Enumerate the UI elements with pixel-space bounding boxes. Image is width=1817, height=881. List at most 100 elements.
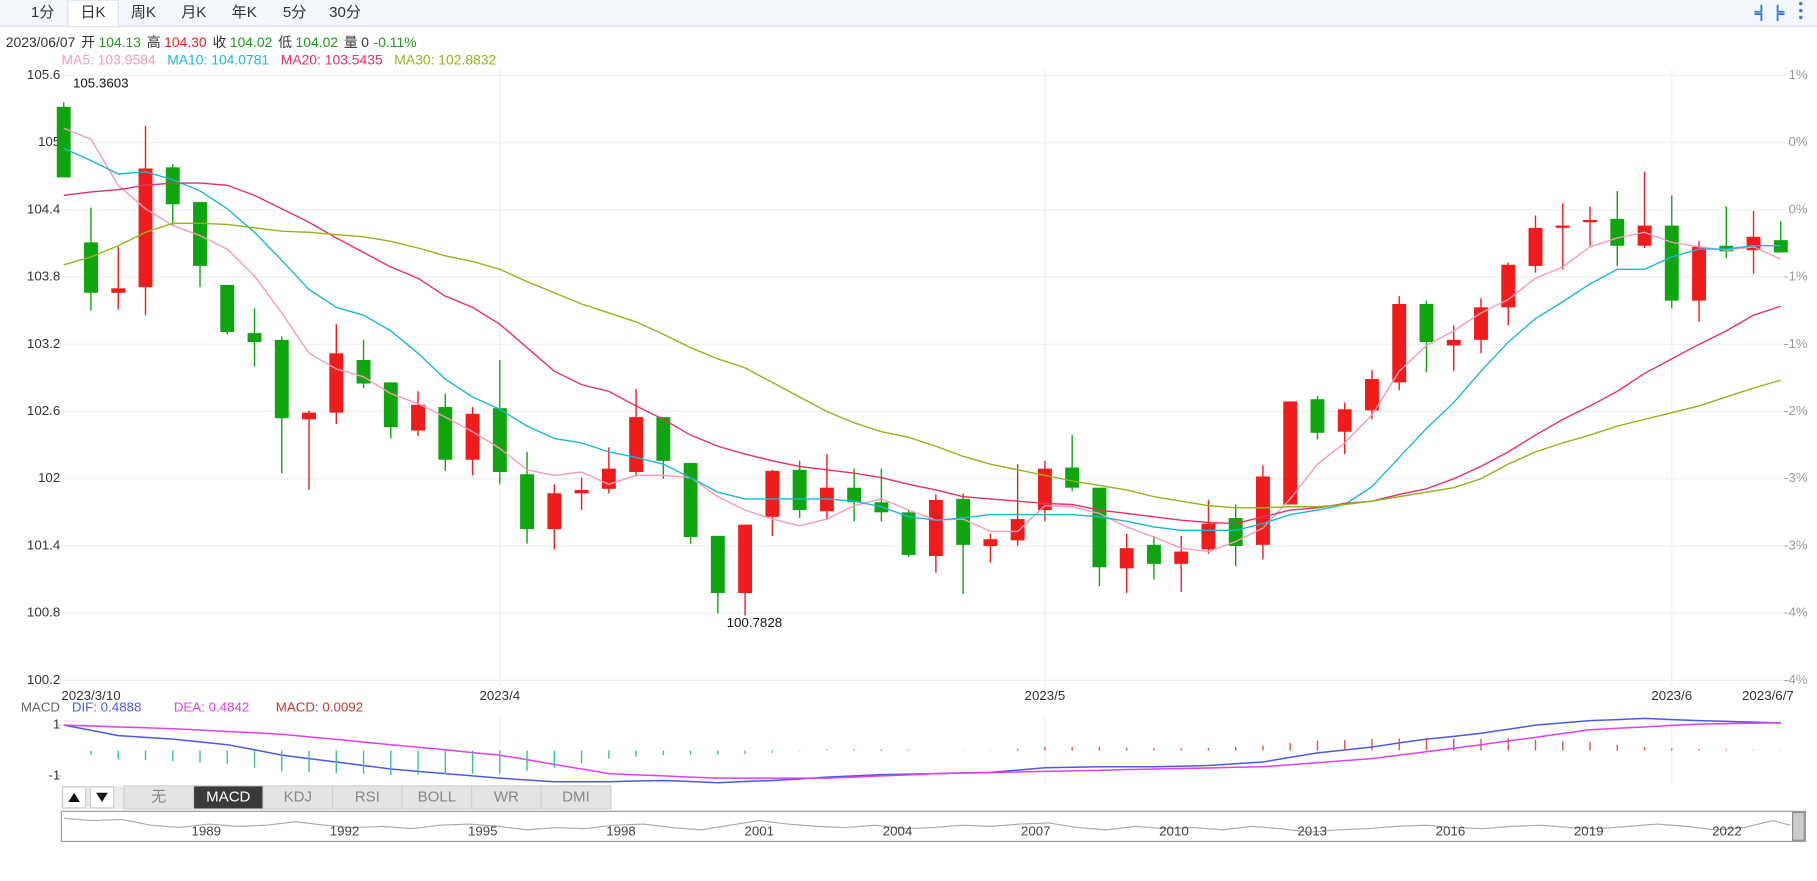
candle-body xyxy=(411,404,426,431)
indicator-tab[interactable]: DMI xyxy=(540,785,612,810)
indicator-tab[interactable]: MACD xyxy=(192,785,264,810)
macd-bar xyxy=(1180,748,1182,751)
icon-shape xyxy=(1754,4,1785,22)
indicator-tab-bg xyxy=(540,785,612,810)
candle-body xyxy=(165,167,180,205)
tab[interactable]: 30分 xyxy=(329,4,361,21)
tab[interactable]: 5分 xyxy=(283,4,306,21)
indicator-tab[interactable]: 无 xyxy=(123,785,195,810)
quote-label: 量 xyxy=(344,34,358,50)
candle-body xyxy=(1555,225,1570,228)
candle-body xyxy=(1310,399,1325,433)
legend-entry: DEA: 0.4842 xyxy=(174,700,250,715)
macd-bar xyxy=(1125,747,1128,751)
indicator-tab-label: WR xyxy=(494,788,519,805)
macd-bar xyxy=(362,750,365,774)
x-tick-label: 2023/4 xyxy=(479,688,520,703)
indicator-tab[interactable]: KDJ xyxy=(262,785,334,810)
y2-tick-label: -4% xyxy=(1784,605,1808,620)
tab-label: 5分 xyxy=(283,4,306,21)
indicator-tab[interactable]: RSI xyxy=(331,785,403,810)
y2-tick-label: 1% xyxy=(1788,67,1807,82)
candle-body xyxy=(383,382,398,428)
candle-body xyxy=(901,512,916,555)
quote-date: 2023/06/07 xyxy=(6,34,76,50)
macd-bar xyxy=(553,750,556,768)
x-tick-label: 2023/6/7 xyxy=(1742,688,1794,703)
candle-body xyxy=(492,408,507,473)
candle-body xyxy=(56,106,71,178)
legend-entry: MA20: 103.5435 xyxy=(281,51,383,67)
legend-entry: MA30: 102.8832 xyxy=(394,51,496,67)
candle-body xyxy=(1664,225,1679,301)
indicator-tab[interactable]: WR xyxy=(471,785,542,810)
legend-entry: DIF: 0.4888 xyxy=(72,700,142,715)
quote-value: 0 xyxy=(361,34,369,50)
macd-bar xyxy=(1235,746,1237,751)
macd-bar xyxy=(1016,748,1019,751)
candle-body xyxy=(1365,379,1379,411)
navigator-handle[interactable] xyxy=(1792,811,1805,841)
candle-body xyxy=(356,360,371,384)
macd-bar xyxy=(1562,741,1564,751)
navigator-year: 2007 xyxy=(1021,824,1051,839)
dot xyxy=(1799,8,1803,13)
y-tick-label: 100.2 xyxy=(27,672,60,687)
tab[interactable]: 日K xyxy=(67,0,119,28)
candle-body xyxy=(1637,225,1652,246)
macd-bar xyxy=(662,750,665,756)
candle-body xyxy=(247,333,262,343)
navigator-year: 2004 xyxy=(883,824,913,839)
navigator[interactable] xyxy=(60,810,1806,843)
quote-label: 收 xyxy=(212,34,226,50)
macd-bar xyxy=(1398,738,1400,751)
quote-value: 104.02 xyxy=(296,34,339,50)
tab-label: 30分 xyxy=(329,4,361,21)
fullscreen-icon[interactable] xyxy=(1754,4,1785,22)
macd-label: MACD xyxy=(21,700,60,715)
macd-line xyxy=(63,717,1781,784)
quote-value: 104.30 xyxy=(164,34,207,50)
tab-label: 日K xyxy=(80,4,105,21)
candle-body xyxy=(629,417,644,473)
macd-bar xyxy=(226,750,228,764)
candle-body xyxy=(1419,303,1434,343)
indicator-tab[interactable]: BOLL xyxy=(401,785,473,810)
candle-body xyxy=(1692,246,1706,301)
macd-bar xyxy=(144,750,147,761)
more-icon[interactable] xyxy=(1799,1,1803,20)
macd-bar xyxy=(1289,743,1291,751)
candle-body xyxy=(983,539,998,546)
quote-info: 2023/06/07 开 104.13 高 104.30 收 104.02 低 104.02 量 0… xyxy=(6,34,417,50)
candle-body xyxy=(220,284,235,332)
y2-tick-label: -4% xyxy=(1784,672,1808,687)
macd-bar xyxy=(880,749,883,751)
y2-tick-label: 0% xyxy=(1788,134,1807,149)
extreme-annotation: 100.7828 xyxy=(727,615,783,630)
navigator-year: 2001 xyxy=(744,824,774,839)
tab[interactable]: 周K xyxy=(131,4,156,21)
arrow-up-icon xyxy=(68,792,80,803)
indicator-tab-label: 无 xyxy=(151,788,166,805)
quote-value: 104.13 xyxy=(99,34,142,50)
candle-body xyxy=(465,413,480,460)
candle-body xyxy=(1092,487,1107,568)
quote-label: 高 xyxy=(147,34,161,50)
macd-bar xyxy=(1316,740,1319,751)
tab-active-bg xyxy=(67,0,119,28)
x-tick-label: 2023/6 xyxy=(1651,688,1692,703)
tab[interactable]: 1分 xyxy=(31,4,54,21)
tab[interactable]: 月K xyxy=(181,4,206,21)
tab[interactable]: 年K xyxy=(232,4,257,21)
candle-body xyxy=(193,202,207,266)
candle-body xyxy=(1228,517,1243,546)
macd-bar xyxy=(308,750,310,773)
macd-bar xyxy=(1071,746,1073,751)
macd-bar xyxy=(335,750,337,774)
indicator-tab-label: DMI xyxy=(562,788,590,805)
candle-body xyxy=(792,469,807,511)
ma-line xyxy=(63,222,1781,509)
candle-body xyxy=(329,353,344,413)
tab-label: 月K xyxy=(181,4,206,21)
